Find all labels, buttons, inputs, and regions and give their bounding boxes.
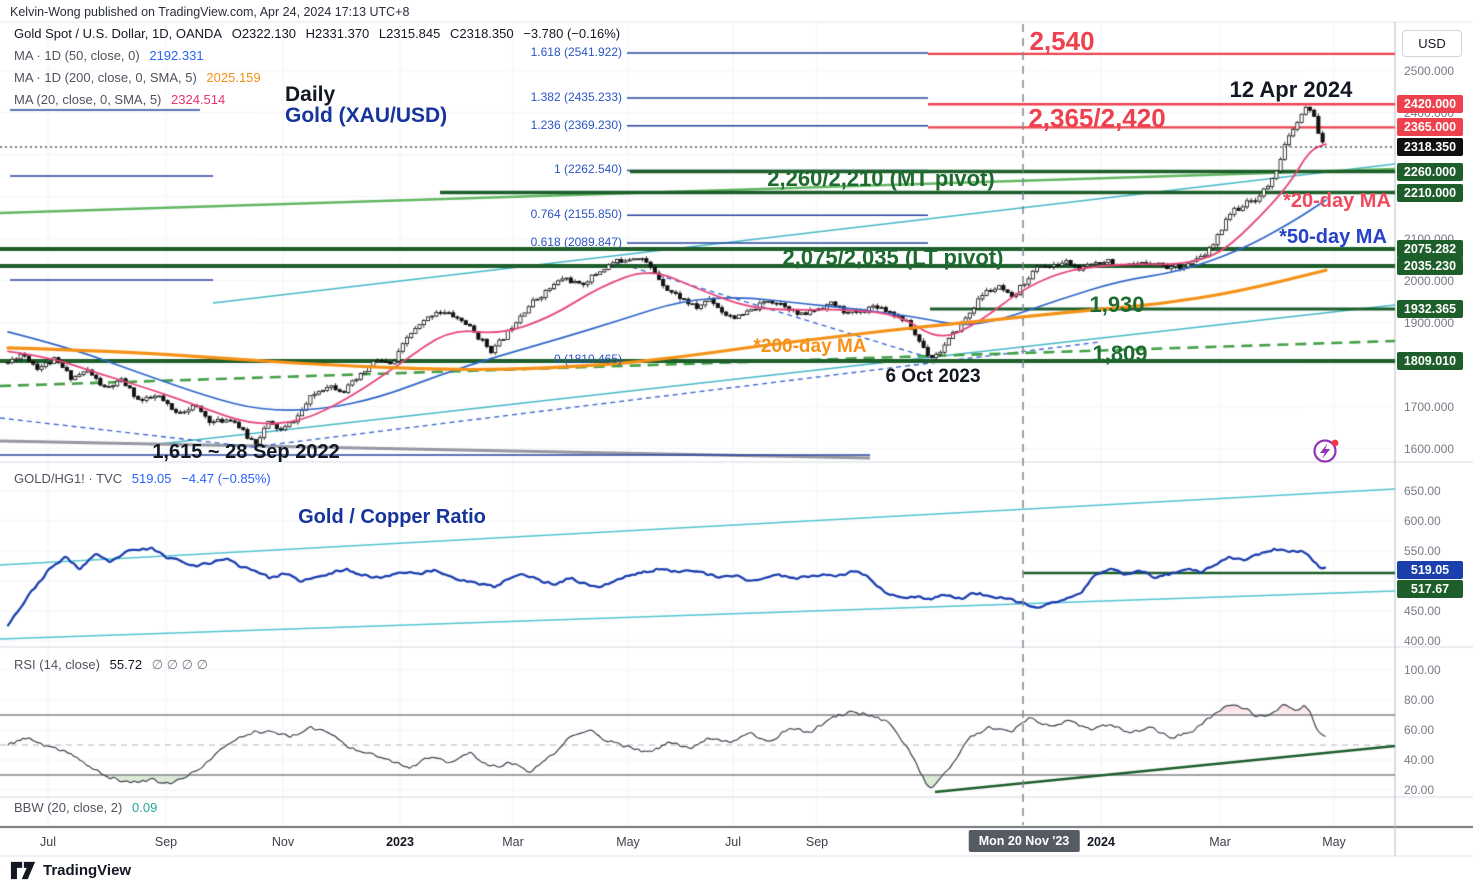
annotation-text[interactable]: 6 Oct 2023 bbox=[885, 366, 981, 387]
flash-ideas-icon[interactable] bbox=[1311, 436, 1341, 466]
rsi-placeholders: ∅ ∅ ∅ ∅ bbox=[151, 657, 208, 672]
rsi-gridline-label: 60.00 bbox=[1404, 723, 1435, 737]
ratio-legend[interactable]: GOLD/HG1! · TVC 519.05 −4.47 (−0.85%) bbox=[14, 471, 277, 486]
ohlc-low: L2315.845 bbox=[378, 26, 441, 41]
price-gridline-label: 1600.000 bbox=[1404, 441, 1455, 456]
price-badge: 2365.000 bbox=[1397, 118, 1463, 137]
annotation-text[interactable]: Gold (XAU/USD) bbox=[285, 104, 448, 127]
price-gridline-label: 1700.000 bbox=[1404, 399, 1455, 414]
price-gridline-label: 1900.000 bbox=[1404, 315, 1455, 330]
ma50-label: MA · 1D (50, close, 0) bbox=[14, 48, 140, 63]
ratio-gridline-label: 650.00 bbox=[1404, 484, 1441, 498]
ratio-gridline-label: 600.00 bbox=[1404, 514, 1441, 528]
time-axis-label: Mar bbox=[502, 835, 524, 849]
annotation-text[interactable]: 2,260/2,210 (MT pivot) bbox=[767, 166, 995, 191]
annotation-text[interactable]: *200-day MA bbox=[753, 336, 867, 357]
ratio-gridline-label: 550.00 bbox=[1404, 544, 1441, 558]
rsi-label: RSI (14, close) bbox=[14, 657, 100, 672]
currency-usd-button[interactable]: USD bbox=[1402, 30, 1462, 57]
ma20-label: MA (20, close, 0, SMA, 5) bbox=[14, 92, 162, 107]
time-axis-label: Sep bbox=[154, 835, 178, 849]
ratio-gridline-label: 400.00 bbox=[1404, 634, 1441, 648]
fib-level-label[interactable]: 1.236 (2369.230) bbox=[530, 117, 622, 132]
fib-level-label[interactable]: 0.764 (2155.850) bbox=[530, 207, 622, 222]
price-gridline-label: 2000.000 bbox=[1404, 273, 1455, 288]
price-badge: 1809.010 bbox=[1397, 351, 1463, 370]
ma200-label: MA · 1D (200, close, 0, SMA, 5) bbox=[14, 70, 197, 85]
time-axis-label: Nov bbox=[271, 835, 295, 849]
rsi-legend[interactable]: RSI (14, close) 55.72 ∅ ∅ ∅ ∅ bbox=[14, 657, 214, 673]
ratio-symbol: GOLD/HG1! · TVC bbox=[14, 471, 123, 486]
annotation-text[interactable]: 1,930 bbox=[1089, 292, 1145, 317]
ma50-legend[interactable]: MA · 1D (50, close, 0) 2192.331 bbox=[14, 48, 210, 63]
fib-level-label[interactable]: 0 (1810.465) bbox=[553, 352, 622, 367]
tradingview-logo-icon bbox=[10, 861, 36, 880]
price-badge: 1932.365 bbox=[1397, 300, 1463, 319]
ratio-change: −4.47 (−0.85%) bbox=[181, 471, 271, 486]
time-axis-label: Mar bbox=[1209, 835, 1231, 849]
time-axis-highlight-badge: Mon 20 Nov '23 bbox=[968, 830, 1080, 852]
time-axis-label: May bbox=[616, 835, 640, 849]
ma20-legend[interactable]: MA (20, close, 0, SMA, 5) 2324.514 bbox=[14, 92, 231, 107]
tradingview-footer[interactable]: TradingView bbox=[10, 861, 131, 880]
ratio-gridline-label: 450.00 bbox=[1404, 604, 1441, 618]
annotation-text[interactable]: 1,809 bbox=[1092, 341, 1148, 366]
annotation-text[interactable]: 1,615 ~ 28 Sep 2022 bbox=[152, 441, 340, 463]
rsi-gridline-label: 100.00 bbox=[1404, 663, 1441, 677]
annotation-text[interactable]: Daily bbox=[285, 83, 336, 106]
ratio-value: 519.05 bbox=[131, 471, 172, 486]
annotation-text[interactable]: 2,365/2,420 bbox=[1028, 103, 1166, 133]
price-badge: 2210.000 bbox=[1397, 183, 1463, 202]
ma20-value: 2324.514 bbox=[171, 92, 226, 107]
annotation-text[interactable]: 12 Apr 2024 bbox=[1229, 77, 1353, 102]
price-badge: 2035.230 bbox=[1397, 256, 1463, 275]
symbol-title: Gold Spot / U.S. Dollar, 1D, OANDA bbox=[14, 26, 223, 41]
fib-level-label[interactable]: 1 (2262.540) bbox=[553, 162, 622, 177]
ma50-value: 2192.331 bbox=[149, 48, 204, 63]
annotation-text[interactable]: 2,540 bbox=[1029, 26, 1095, 56]
price-badge: 2260.000 bbox=[1397, 162, 1463, 181]
bbw-value: 0.09 bbox=[132, 800, 158, 815]
rsi-gridline-label: 40.00 bbox=[1404, 753, 1435, 767]
fib-level-label[interactable]: 0.618 (2089.847) bbox=[530, 234, 622, 249]
fib-level-label[interactable]: 1.618 (2541.922) bbox=[530, 45, 622, 60]
time-axis-label: Jul bbox=[40, 835, 56, 849]
price-badge: 2075.282 bbox=[1397, 240, 1463, 259]
annotation-text[interactable]: *20-day MA bbox=[1283, 190, 1391, 212]
bbw-label: BBW (20, close, 2) bbox=[14, 800, 123, 815]
annotation-text[interactable]: *50-day MA bbox=[1279, 226, 1387, 248]
annotation-text[interactable]: 2,075/2,035 (LT pivot) bbox=[782, 245, 1004, 270]
ratio-badge: 517.67 bbox=[1397, 580, 1463, 598]
time-axis-label: May bbox=[1322, 835, 1346, 849]
ma200-legend[interactable]: MA · 1D (200, close, 0, SMA, 5) 2025.159 bbox=[14, 70, 267, 85]
time-axis-label: Jul bbox=[725, 835, 741, 849]
rsi-gridline-label: 20.00 bbox=[1404, 783, 1435, 797]
price-badge: 2420.000 bbox=[1397, 95, 1463, 114]
annotation-text[interactable]: Gold / Copper Ratio bbox=[298, 506, 486, 528]
ratio-badge: 519.05 bbox=[1397, 561, 1463, 579]
rsi-gridline-label: 80.00 bbox=[1404, 693, 1435, 707]
ohlc-high: H2331.370 bbox=[305, 26, 370, 41]
ohlc-open: O2322.130 bbox=[231, 26, 297, 41]
main-symbol-legend[interactable]: Gold Spot / U.S. Dollar, 1D, OANDA O2322… bbox=[14, 26, 626, 41]
time-axis-label: 2024 bbox=[1087, 835, 1115, 849]
ma200-value: 2025.159 bbox=[206, 70, 261, 85]
time-axis-label: Sep bbox=[805, 835, 829, 849]
ohlc-close: C2318.350 bbox=[450, 26, 514, 41]
bbw-legend[interactable]: BBW (20, close, 2) 0.09 bbox=[14, 800, 163, 815]
fib-level-label[interactable]: 1.382 (2435.233) bbox=[530, 89, 622, 104]
rsi-value: 55.72 bbox=[109, 657, 143, 672]
ohlc-change: −3.780 (−0.16%) bbox=[523, 26, 621, 41]
time-axis-label: 2023 bbox=[386, 835, 414, 849]
price-badge: 2318.350 bbox=[1397, 138, 1463, 156]
tradingview-brand: TradingView bbox=[43, 862, 132, 879]
price-gridline-label: 2500.000 bbox=[1404, 63, 1455, 78]
